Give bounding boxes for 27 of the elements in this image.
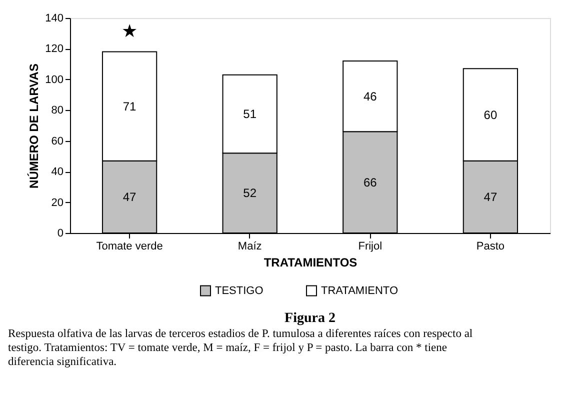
text: Respuesta olfativa de las larvas de terceros estadios de P. tumulosa a diferentes raíces con respecto al testigo. Tratamientos: TV = tomate verde, M = maíz, F = frijol y P = pasto. La barra con * tiene diferencia significativa. [8,328,473,368]
data-label: 52 [243,186,257,200]
data-label: 47 [122,190,137,204]
x-tick-label: Frijol [358,240,382,252]
legend-label: TESTIGO [215,284,264,297]
y-tick-label: 120 [45,43,64,56]
y-tick-label: 60 [51,135,64,148]
legend-label: TRATAMIENTO [321,284,398,297]
y-tick-label: 80 [51,104,64,117]
data-label: 51 [243,106,257,121]
y-tick-label: 140 [45,12,64,24]
y-tick-label: 40 [51,166,64,178]
data-label: 66 [363,175,378,190]
x-tick-label: Maíz [238,240,262,252]
data-label: 71 [122,99,137,114]
text: Figura 2 [284,311,336,326]
y-tick-label: 100 [45,74,64,86]
y-tick-label: 0 [57,228,64,240]
y-tick-label: 20 [51,196,64,209]
data-label: 47 [484,190,498,204]
annotation: ★ [122,20,138,41]
x-axis-title: TRATAMIENTOS [264,256,358,270]
x-tick-label: Pasto [476,240,505,252]
x-tick-label: Tomate verde [96,240,163,252]
y-axis-title: NÚMERO DE LARVAS [27,64,42,188]
data-label: 46 [363,89,378,104]
data-label: 60 [484,108,498,122]
